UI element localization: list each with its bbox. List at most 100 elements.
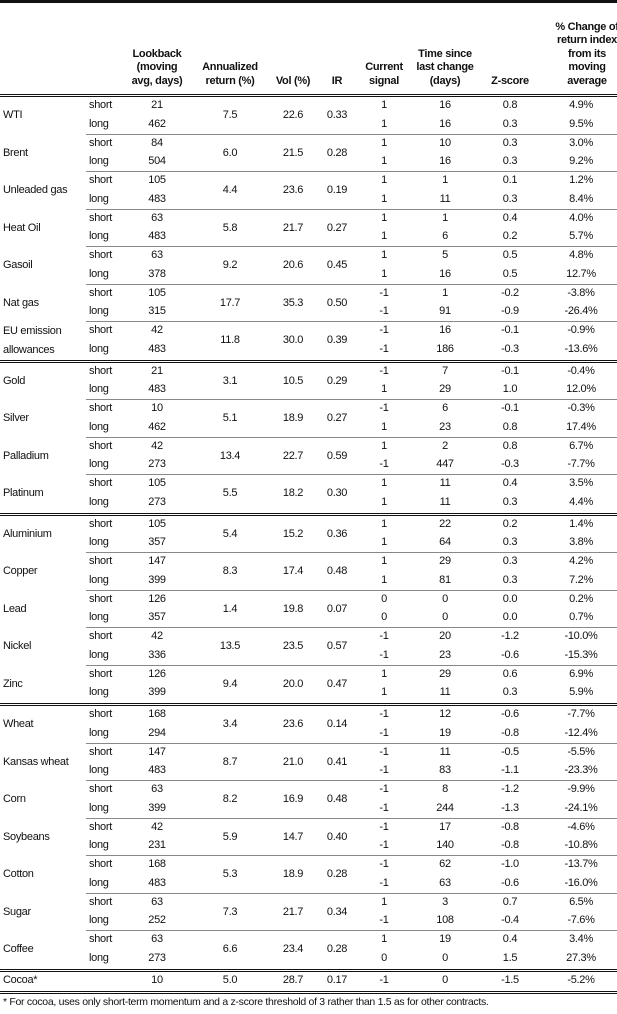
header-signal: Current signal (339, 61, 429, 88)
time-value: 11 (439, 745, 451, 758)
header-line: signal (369, 74, 399, 87)
header-line: Z-score (491, 74, 529, 87)
commodity-group: Unleaded gas 4.4 23.6 0.19 short 105 1 1 0.1 1.2%… (0, 172, 617, 210)
information-ratio: 0.07 (326, 602, 348, 615)
header-line: avg, days) (131, 74, 183, 87)
table-header: Lookback (moving avg, days) Annualized retur… (0, 0, 617, 97)
lookback-value: 105 (148, 477, 166, 489)
header-line: Lookback (132, 47, 182, 60)
information-ratio: 0.33 (326, 109, 348, 121)
header-line: from its (568, 47, 606, 60)
signal-value: -1 (379, 914, 389, 926)
annualized-return: 13.5 (219, 640, 241, 652)
signal-value: 1 (381, 155, 387, 167)
signal-value: -1 (379, 402, 389, 414)
lookback-value: 483 (148, 230, 166, 242)
pct-value: 6.7% (569, 439, 593, 452)
z-value: -0.6 (501, 708, 519, 720)
annualized-return: 3.4 (222, 718, 238, 730)
horizon-label: long (89, 267, 109, 280)
commodity-name: Gasoil (3, 259, 33, 272)
commodity-group: Copper 8.3 17.4 0.48 short 147 1 29 0.3 4.2% long 3… (0, 553, 617, 591)
signal-value: -1 (379, 820, 389, 833)
pct-value: -9.9% (567, 783, 595, 795)
horizon-label: long (89, 117, 109, 130)
volatility: 18.9 (282, 412, 304, 424)
table-row-short: short 21 -1 7 -0.1 -0.4% (0, 363, 617, 382)
signal-value: 1 (381, 555, 387, 567)
z-value: 0.8 (502, 99, 518, 111)
header-ir: IR (292, 75, 382, 89)
signal-value: -1 (379, 324, 389, 336)
commodity-name: Nat gas (3, 296, 39, 309)
time-value: 244 (436, 801, 454, 814)
pct-value: -13.6% (564, 342, 598, 355)
horizon-label: long (89, 686, 109, 698)
z-value: -0.1 (501, 324, 519, 336)
lookback-value: 483 (148, 192, 166, 205)
table-row-short: short 168 -1 62 -1.0 -13.7% (0, 856, 617, 875)
time-value: 0 (442, 611, 448, 623)
z-value: -0.3 (501, 458, 519, 470)
pct-value: 3.5% (569, 477, 593, 489)
table-row-short: short 84 1 10 0.3 3.0% (0, 135, 617, 154)
header-line: return index (557, 34, 617, 46)
z-value: -1.0 (501, 858, 519, 870)
horizon-label: short (89, 136, 112, 149)
signal-value: -1 (379, 839, 389, 851)
pct-value: -10.0% (564, 630, 598, 642)
commodity-group: Palladium 13.4 22.7 0.59 short 42 1 2 0.8 6.7% lon… (0, 438, 617, 476)
annualized-return: 1.4 (222, 602, 238, 615)
commodity-group: EU emission allowances 11.8 30.0 0.39 short 4… (0, 322, 617, 360)
table-row-long: long 399 1 11 0.3 5.9% (0, 684, 617, 703)
horizon-label: short (89, 745, 112, 758)
time-value: 7 (442, 364, 448, 377)
signal-value: 1 (381, 174, 387, 186)
lookback-value: 21 (151, 99, 163, 111)
volatility: 22.6 (282, 109, 304, 121)
z-value: 0.4 (502, 211, 518, 224)
signal-value: -1 (379, 458, 389, 470)
z-value: 0.0 (502, 592, 518, 605)
commodity-group: WTI 7.5 22.6 0.33 short 21 1 16 0.8 4.9% long 462 1 1… (0, 97, 617, 135)
volatility: 23.4 (282, 943, 304, 955)
volatility: 20.0 (282, 677, 304, 690)
commodity-name: Brent (3, 146, 28, 159)
time-value: 11 (439, 192, 451, 205)
lookback-value: 273 (148, 495, 166, 508)
ann-value: 5.0 (222, 973, 238, 986)
commodity-name: Cotton (3, 868, 34, 881)
pct-value: -23.3% (564, 764, 598, 776)
signal-value: -1 (379, 708, 389, 720)
horizon-label: short (89, 555, 112, 567)
table-row-long: long 462 1 23 0.8 17.4% (0, 419, 617, 438)
table-row-short: short 63 1 19 0.4 3.4% (0, 931, 617, 950)
lookback-value: 357 (148, 536, 166, 548)
table-row-long: long 399 1 81 0.3 7.2% (0, 572, 617, 591)
annualized-return: 6.6 (222, 943, 238, 955)
z-value: -0.6 (501, 648, 519, 661)
z-value: 0.6 (502, 667, 518, 680)
header-line: average (567, 74, 607, 87)
signal-value: 1 (381, 439, 387, 452)
pct-value: 8.4% (569, 192, 593, 205)
time-value: 81 (439, 573, 451, 586)
z-value: -0.6 (501, 876, 519, 889)
pct-value: -16.0% (564, 876, 598, 889)
information-ratio: 0.30 (326, 487, 348, 499)
annualized-return: 9.4 (222, 677, 238, 690)
horizon-label: long (89, 192, 109, 205)
lookback-value: 63 (151, 249, 163, 261)
time-value: 108 (436, 914, 454, 926)
time-value: 29 (439, 555, 451, 567)
horizon-label: short (89, 249, 112, 261)
signal-value: 1 (381, 686, 387, 698)
header-vol: Vol (%) (248, 75, 338, 89)
annualized-return: 5.9 (222, 830, 238, 843)
horizon-label: short (89, 820, 112, 833)
volatility: 14.7 (282, 830, 304, 843)
horizon-label: short (89, 783, 112, 795)
z-value: 0.3 (502, 155, 518, 167)
annualized-return: 5.4 (222, 527, 238, 540)
lookback-value: 483 (148, 342, 166, 355)
